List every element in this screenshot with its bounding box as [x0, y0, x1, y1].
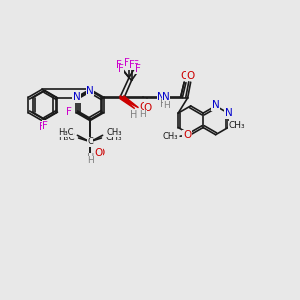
Text: H: H: [87, 156, 93, 165]
Text: CH₃: CH₃: [163, 132, 178, 141]
Text: F: F: [116, 60, 122, 70]
Text: CH₃: CH₃: [106, 128, 122, 137]
Text: CH₃: CH₃: [105, 133, 122, 142]
Text: H₃C: H₃C: [58, 133, 75, 142]
Text: O: O: [97, 148, 105, 158]
Text: H: H: [140, 110, 146, 119]
Text: F: F: [133, 60, 139, 70]
Polygon shape: [120, 96, 135, 109]
Text: O: O: [95, 148, 103, 158]
Text: N: N: [225, 108, 232, 118]
Text: F: F: [42, 121, 48, 131]
Text: F: F: [124, 58, 130, 68]
Text: O: O: [187, 71, 195, 81]
Text: N: N: [157, 92, 165, 102]
Text: C: C: [87, 137, 93, 146]
Text: N: N: [73, 92, 80, 102]
Polygon shape: [124, 96, 139, 108]
Text: N: N: [162, 92, 170, 102]
Text: F: F: [129, 60, 134, 70]
Text: O: O: [183, 130, 191, 140]
Text: H: H: [163, 101, 170, 110]
Text: F: F: [118, 64, 124, 74]
Text: O: O: [139, 102, 147, 112]
Text: H₃C: H₃C: [58, 128, 74, 137]
Text: N: N: [212, 100, 220, 110]
Text: F: F: [135, 64, 141, 74]
Text: CH₃: CH₃: [229, 122, 245, 130]
Text: O: O: [180, 71, 188, 81]
Text: H: H: [130, 110, 138, 120]
Text: F: F: [66, 108, 72, 118]
Text: H: H: [160, 99, 167, 109]
Text: H: H: [87, 153, 94, 163]
Text: N: N: [86, 85, 94, 96]
Text: O: O: [144, 103, 152, 113]
Text: F: F: [39, 122, 45, 132]
Text: F: F: [66, 107, 72, 117]
